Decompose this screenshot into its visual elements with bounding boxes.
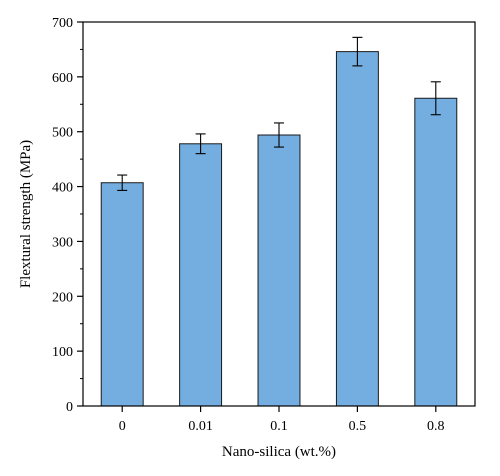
x-tick-label: 0.8 <box>427 419 445 434</box>
x-tick-label: 0 <box>119 419 126 434</box>
x-tick-label: 0.5 <box>349 419 367 434</box>
y-tick-label: 0 <box>66 400 73 415</box>
x-tick-label: 0.01 <box>188 419 213 434</box>
bar-0.01 <box>179 143 223 407</box>
bar-0.8 <box>414 97 458 407</box>
y-tick-label: 400 <box>52 181 73 196</box>
y-tick-label: 200 <box>52 290 73 305</box>
y-tick-label: 300 <box>52 235 73 250</box>
x-axis: 0 0.01 0.1 0.5 0.8 <box>119 406 445 434</box>
x-tick-label: 0.1 <box>270 419 288 434</box>
y-tick-label: 700 <box>52 16 73 31</box>
bars-group <box>100 51 458 407</box>
y-tick-label: 500 <box>52 126 73 141</box>
y-tick-label: 600 <box>52 71 73 86</box>
y-axis: 0 100 200 300 400 500 600 700 <box>52 16 83 415</box>
y-tick-label: 100 <box>52 345 73 360</box>
y-axis-title: Flextural strength (MPa) <box>18 140 34 288</box>
x-axis-title: Nano-silica (wt.%) <box>222 444 336 460</box>
bar-0.5 <box>335 51 379 407</box>
bar-0 <box>100 182 144 407</box>
bar-0.1 <box>257 134 301 407</box>
error-bars-group <box>117 36 441 191</box>
